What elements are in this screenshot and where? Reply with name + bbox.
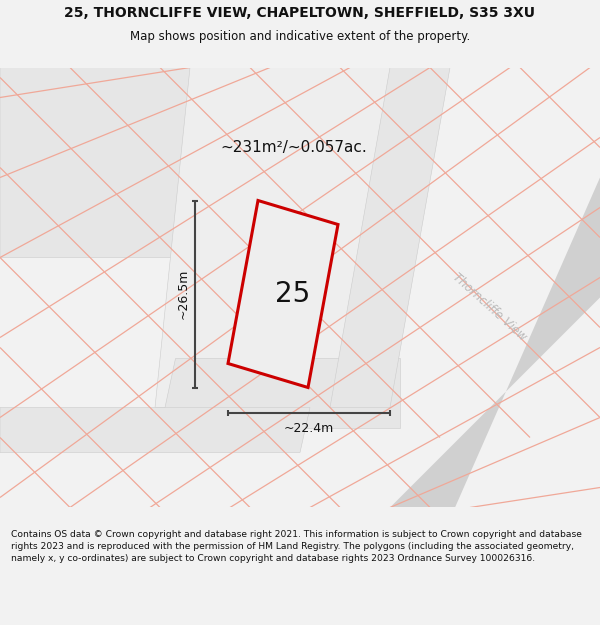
Text: ~231m²/~0.057ac.: ~231m²/~0.057ac. [220, 140, 367, 155]
Polygon shape [155, 68, 400, 408]
Text: 25, THORNCLIFFE VIEW, CHAPELTOWN, SHEFFIELD, S35 3XU: 25, THORNCLIFFE VIEW, CHAPELTOWN, SHEFFI… [65, 6, 536, 20]
Polygon shape [0, 408, 310, 452]
Polygon shape [330, 68, 450, 408]
Text: ~26.5m: ~26.5m [177, 269, 190, 319]
Polygon shape [0, 68, 295, 258]
Text: Thorncliffe View: Thorncliffe View [451, 271, 530, 344]
Text: 25: 25 [275, 280, 311, 308]
Polygon shape [160, 357, 400, 428]
Polygon shape [228, 201, 338, 388]
Text: Contains OS data © Crown copyright and database right 2021. This information is : Contains OS data © Crown copyright and d… [11, 530, 581, 562]
Polygon shape [390, 177, 600, 508]
Text: ~22.4m: ~22.4m [284, 422, 334, 436]
Text: Map shows position and indicative extent of the property.: Map shows position and indicative extent… [130, 30, 470, 43]
